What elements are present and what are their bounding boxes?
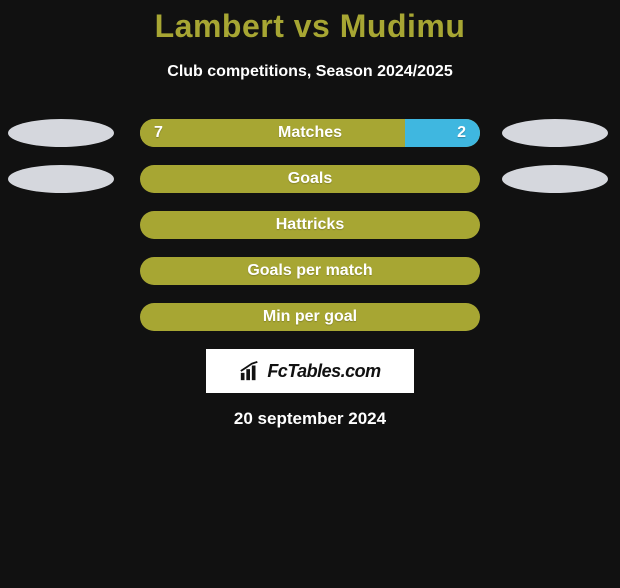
comparison-row: Min per goal xyxy=(0,303,620,331)
stat-bar-left-seg xyxy=(140,303,480,331)
player-mark-left xyxy=(8,119,114,147)
comparison-row: Matches72 xyxy=(0,119,620,147)
stat-bar: Goals xyxy=(140,165,480,193)
player-mark-right xyxy=(502,119,608,147)
stat-value-left: 7 xyxy=(154,119,163,147)
player-mark-left xyxy=(8,165,114,193)
bar-chart-icon xyxy=(239,360,261,382)
page-subtitle: Club competitions, Season 2024/2025 xyxy=(0,63,620,81)
stat-bar-left-seg xyxy=(140,119,405,147)
stat-bar: Goals per match xyxy=(140,257,480,285)
stat-bar: Matches72 xyxy=(140,119,480,147)
stat-bar-left-seg xyxy=(140,211,480,239)
stat-bar-left-seg xyxy=(140,165,480,193)
stat-bar-right-seg xyxy=(405,119,480,147)
brand-text: FcTables.com xyxy=(267,361,380,382)
comparison-row: Goals xyxy=(0,165,620,193)
brand-box: FcTables.com xyxy=(206,349,414,393)
stat-bar-left-seg xyxy=(140,257,480,285)
comparison-row: Hattricks xyxy=(0,211,620,239)
page-title: Lambert vs Mudimu xyxy=(0,8,620,45)
stat-value-right: 2 xyxy=(457,119,466,147)
date-text: 20 september 2024 xyxy=(0,409,620,429)
stat-bar: Hattricks xyxy=(140,211,480,239)
comparison-row: Goals per match xyxy=(0,257,620,285)
player-mark-right xyxy=(502,165,608,193)
comparison-rows: Matches72GoalsHattricksGoals per matchMi… xyxy=(0,119,620,331)
stat-bar: Min per goal xyxy=(140,303,480,331)
